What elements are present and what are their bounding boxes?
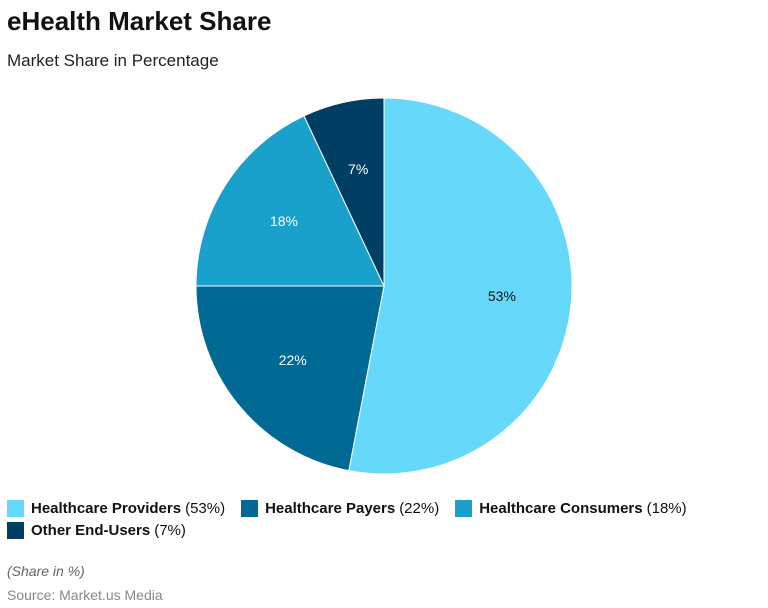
pie-slice <box>303 97 385 287</box>
legend-swatch <box>7 499 24 517</box>
slice-label: 53% <box>488 288 516 304</box>
legend-value: (7%) <box>154 521 186 539</box>
chart-title: eHealth Market Share <box>7 6 272 36</box>
slice-label: 18% <box>270 213 298 229</box>
legend-value: (53%) <box>185 499 226 517</box>
legend-label: Healthcare Payers <box>265 499 396 517</box>
slice-label: 22% <box>279 352 307 368</box>
source: Source: Market.us Media <box>7 587 163 603</box>
footnote: (Share in %) <box>7 563 85 579</box>
legend-value: (22%) <box>399 499 440 517</box>
legend-swatch <box>7 521 24 539</box>
legend-value: (18%) <box>646 499 687 517</box>
legend-item: Other End-Users (7%) <box>7 521 186 539</box>
legend-label: Other End-Users <box>31 521 151 539</box>
legend-item: Healthcare Providers (53%) <box>7 499 225 517</box>
legend-label: Healthcare Providers <box>31 499 182 517</box>
pie-slice <box>195 115 385 287</box>
legend-item: Healthcare Consumers (18%) <box>455 499 687 517</box>
legend: Healthcare Providers (53%) Healthcare Paye… <box>7 499 747 539</box>
legend-label: Healthcare Consumers <box>479 499 643 517</box>
slice-label: 7% <box>348 161 368 177</box>
chart-subtitle: Market Share in Percentage <box>7 51 219 70</box>
pie-slice <box>348 97 573 475</box>
legend-swatch <box>455 499 473 517</box>
legend-item: Healthcare Payers (22%) <box>241 499 439 517</box>
pie-slice <box>195 285 385 472</box>
chart: 53% 22% 18% 7% <box>195 97 573 475</box>
legend-swatch <box>241 499 259 517</box>
